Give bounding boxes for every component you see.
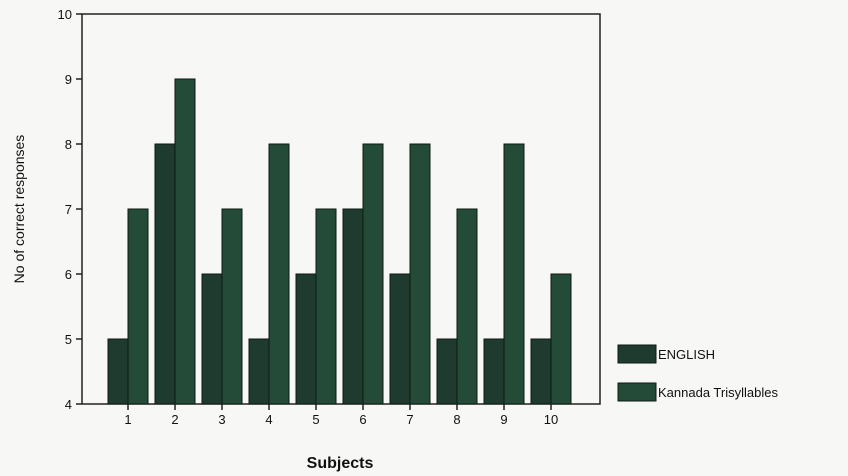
x-tick-label: 1	[124, 412, 131, 427]
x-tick-label: 2	[171, 412, 178, 427]
legend-swatch-kannada	[617, 382, 657, 402]
y-tick-label: 10	[58, 7, 72, 22]
y-tick-label: 5	[65, 332, 72, 347]
legend-swatch-english	[617, 344, 657, 364]
bar-english-10	[530, 338, 552, 405]
bar-english-2	[154, 143, 176, 405]
bar-kannada-8	[456, 208, 478, 405]
bar-english-7	[389, 273, 411, 405]
bar-kannada-9	[503, 143, 525, 405]
bars-group	[107, 78, 572, 405]
y-tick-label: 8	[65, 137, 72, 152]
y-tick-label: 6	[65, 267, 72, 282]
bar-kannada-2	[174, 78, 196, 405]
y-axis: 4 5 6 7 8 9 10	[58, 7, 82, 412]
bar-kannada-3	[221, 208, 243, 405]
legend-label-kannada: Kannada Trisyllables	[658, 385, 778, 400]
x-tick-label: 6	[359, 412, 366, 427]
x-axis: 1 2 3 4 5 6 7 8 9 10	[124, 404, 558, 427]
legend-label-english: ENGLISH	[658, 347, 715, 362]
bar-english-6	[342, 208, 364, 405]
y-tick-label: 4	[65, 397, 72, 412]
x-tick-label: 8	[453, 412, 460, 427]
bar-english-3	[201, 273, 223, 405]
bar-english-4	[248, 338, 270, 405]
bar-kannada-1	[127, 208, 149, 405]
x-axis-title: Subjects	[307, 455, 374, 472]
y-tick-label: 9	[65, 72, 72, 87]
bar-kannada-4	[268, 143, 290, 405]
bar-kannada-10	[550, 273, 572, 405]
y-tick-label: 7	[65, 202, 72, 217]
bar-kannada-5	[315, 208, 337, 405]
bar-english-8	[436, 338, 458, 405]
bar-kannada-7	[409, 143, 431, 405]
legend: ENGLISH Kannada Trisyllables	[617, 344, 778, 402]
x-tick-label: 7	[406, 412, 413, 427]
x-tick-label: 10	[544, 412, 558, 427]
x-tick-label: 4	[265, 412, 272, 427]
x-tick-label: 3	[218, 412, 225, 427]
x-tick-label: 5	[312, 412, 319, 427]
y-axis-title: No of correct responses	[11, 135, 27, 284]
bar-kannada-6	[362, 143, 384, 405]
x-tick-label: 9	[500, 412, 507, 427]
bar-english-9	[483, 338, 505, 405]
bar-english-5	[295, 273, 317, 405]
bar-english-1	[107, 338, 129, 405]
